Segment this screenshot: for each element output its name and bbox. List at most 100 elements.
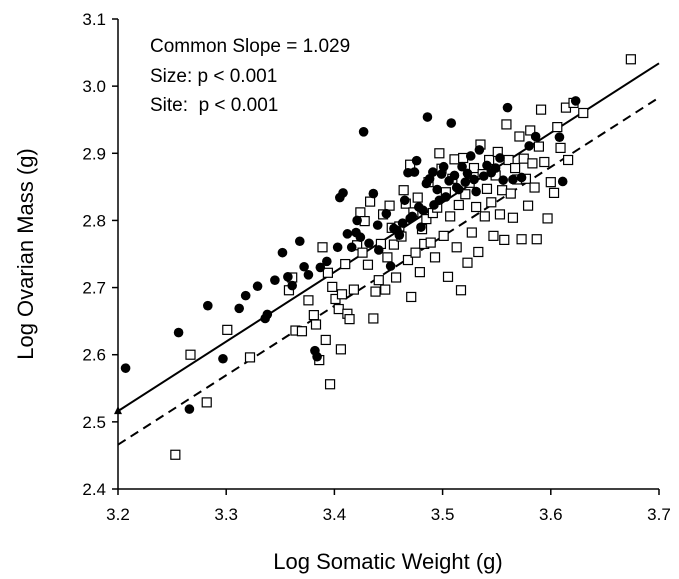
open-square-point <box>533 141 544 152</box>
open-square-point <box>355 207 366 218</box>
open-square-point <box>344 314 355 325</box>
filled-circle-point <box>332 242 343 253</box>
open-square-point <box>324 379 336 390</box>
y-tick-label: 2.5 <box>82 413 106 432</box>
x-tick-label: 3.6 <box>539 505 563 524</box>
open-square-point <box>497 185 508 196</box>
open-square-point <box>545 177 556 188</box>
open-square-point <box>438 230 449 241</box>
open-square-point <box>505 188 516 199</box>
open-square-point <box>421 213 432 225</box>
open-square-point <box>501 119 512 130</box>
filled-circle-point <box>441 192 451 202</box>
open-square-point <box>382 252 393 263</box>
open-square-point <box>322 267 334 278</box>
filled-circle-point <box>508 174 518 185</box>
filled-circle-point <box>120 363 131 373</box>
filled-circle-point <box>262 309 273 320</box>
filled-circle-point <box>524 141 534 151</box>
open-square-point <box>310 319 322 330</box>
y-tick-label: 2.8 <box>82 211 106 230</box>
open-square-point <box>451 242 462 253</box>
open-square-point <box>625 54 636 65</box>
filled-circle-point <box>516 172 527 183</box>
filled-circle-point <box>385 261 396 271</box>
open-square-point <box>406 291 417 303</box>
line-end-marker <box>114 406 122 415</box>
open-square-point <box>412 192 423 203</box>
open-square-point <box>373 275 384 286</box>
open-square-point <box>455 285 467 296</box>
filled-circle-point <box>469 174 479 185</box>
filled-circle-point <box>478 171 489 181</box>
fit-lines <box>114 62 660 446</box>
open-square-point <box>434 148 445 159</box>
y-tick-label: 2.4 <box>82 480 106 499</box>
x-axis-title: Log Somatic Weight (g) <box>273 549 502 574</box>
filled-circle-point <box>502 102 513 113</box>
filled-circle-point <box>218 353 228 364</box>
open-square-point <box>201 397 212 408</box>
open-square-point <box>460 189 471 200</box>
open-square-point <box>388 239 400 250</box>
filled-circle-point <box>416 222 426 232</box>
open-square-point <box>578 107 589 119</box>
y-tick-label: 3.1 <box>82 10 106 29</box>
open-square-point <box>410 247 421 258</box>
filled-circle-point <box>446 118 457 128</box>
x-tick-label: 3.3 <box>214 505 238 524</box>
filled-circle-point <box>240 290 251 301</box>
open-square-point <box>486 197 497 208</box>
open-square-point <box>516 234 527 245</box>
open-square-point <box>357 247 368 258</box>
open-square-point <box>548 187 560 198</box>
filled-circle-point <box>346 242 357 253</box>
filled-circle-point <box>303 270 314 280</box>
filled-circle-point <box>312 351 322 362</box>
filled-circle-point <box>372 220 383 230</box>
open-square-point <box>390 272 402 283</box>
filled-circle-point <box>203 300 213 311</box>
open-square-point <box>466 227 477 238</box>
open-square-point <box>539 156 550 168</box>
open-square-point <box>380 284 391 295</box>
open-square-point <box>468 162 480 174</box>
annotation-common-slope: Common Slope = 1.029 <box>150 36 350 57</box>
filled-circle-point <box>409 167 420 177</box>
y-tick-label: 3.0 <box>82 77 106 96</box>
filled-circle-point <box>352 215 362 226</box>
open-square-point <box>481 183 493 194</box>
x-tick-label: 3.2 <box>106 505 130 524</box>
annotation-site: Site: p < 0.001 <box>150 95 278 116</box>
open-square-point <box>308 310 319 321</box>
filled-circle-point <box>570 96 581 106</box>
open-square-point <box>527 158 538 169</box>
open-square-point <box>327 281 338 292</box>
filled-circle-point <box>315 262 326 273</box>
filled-circle-point <box>373 245 384 255</box>
fit-line-solid <box>117 62 660 412</box>
filled-circle-point <box>294 236 305 247</box>
open-square-point <box>453 199 464 211</box>
filled-circle-point <box>465 151 476 161</box>
filled-circle-point <box>454 184 464 195</box>
open-square-point <box>398 185 409 196</box>
filled-circle-point <box>436 169 447 179</box>
filled-circle-point <box>287 280 298 291</box>
filled-circle-point <box>342 229 353 239</box>
open-square-point <box>414 267 425 278</box>
filled-circle-point <box>460 177 471 187</box>
filled-circle-point <box>322 256 332 267</box>
open-square-point <box>555 142 566 154</box>
open-square-point <box>471 201 482 213</box>
open-square-point <box>340 258 351 270</box>
filled-circle-point <box>482 160 492 171</box>
open-square-point <box>185 349 196 360</box>
open-square-point <box>507 212 519 223</box>
filled-circle-point <box>462 168 473 179</box>
filled-circle-point <box>438 161 449 172</box>
filled-circle-point <box>173 327 184 338</box>
filled-circle-point <box>299 261 309 272</box>
filled-circle-point <box>355 232 366 243</box>
